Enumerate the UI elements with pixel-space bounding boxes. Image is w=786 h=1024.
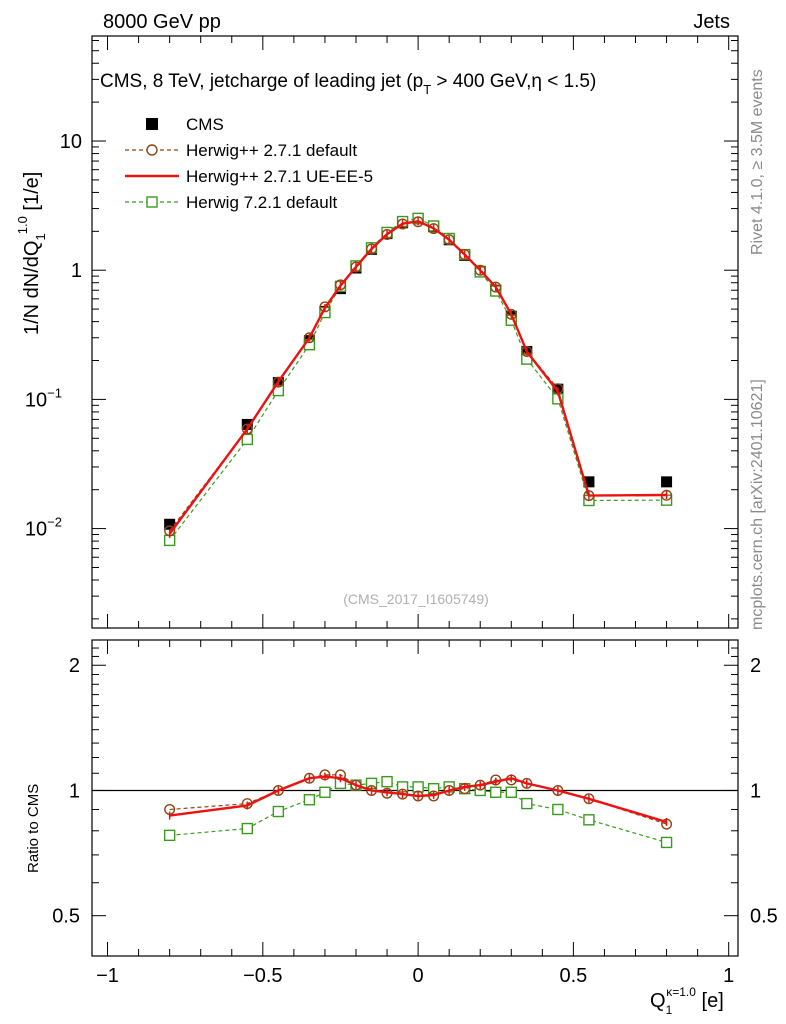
y-tick-exp: −2 [47, 515, 62, 530]
top-panel-frame [91, 35, 739, 629]
ratio-y-tick-label-right: 1 [750, 780, 761, 802]
top-point-cms [583, 476, 595, 488]
xlabel-tail: [e] [696, 990, 724, 1012]
top-point-herwig-2-7-1-default [443, 234, 455, 246]
top-point-cms [164, 518, 176, 530]
legend-marker-herwig-7-2-1-default [146, 196, 158, 208]
ratio-panel-frame [91, 639, 739, 957]
ratio-series-layer [163, 769, 673, 849]
ratio-y-tick-label: 0.5 [52, 906, 80, 928]
y-tick-exp: −1 [47, 385, 62, 400]
top-series-layer [163, 212, 673, 547]
category-label: Jets [693, 11, 730, 33]
top-axes: 10−2 10−1 1 10 [25, 36, 738, 956]
energy-label: 8000 GeV pp [103, 11, 221, 33]
title-subscript: T [423, 82, 431, 97]
top-point-herwig-2-7-1-default [303, 332, 315, 344]
x-tick-label: −0.5 [243, 965, 282, 987]
legend: CMS Herwig++ 2.7.1 default Herwig++ 2.7.1 … [125, 115, 373, 212]
ratio-point-herwig-7-2-1-default [163, 829, 176, 842]
title-rest: > 400 GeV,η < 1.5) [431, 71, 596, 92]
ratio-point-herwig-7-2-1-default [381, 775, 393, 788]
top-point-herwig-2-7-1-default [350, 261, 362, 273]
y-tick-label: 1 [71, 260, 82, 282]
mcplots-label: mcplots.cern.ch [arXiv:2401.10621] [749, 379, 766, 630]
xlabel-sub: 1 [666, 1003, 673, 1017]
ratio-y-tick-label: 1 [69, 780, 80, 802]
legend-label-herwig-2-7-1-ue-ee-5: Herwig++ 2.7.1 UE-EE-5 [186, 167, 373, 186]
top-point-herwig-2-7-1-default [428, 223, 440, 235]
x-tick-label: 0.5 [559, 965, 587, 987]
top-point-herwig-2-7-1-default [381, 228, 393, 240]
ylabel-tail: [1/e] [21, 172, 43, 216]
x-axis-label: Q1κ=1.0 [e] [650, 985, 724, 1017]
ratio-point-herwig-7-2-1-default [552, 803, 564, 816]
ratio-y-tick-label: 2 [69, 655, 80, 677]
ratio-point-herwig-7-2-1-default [319, 786, 331, 798]
ratio-point-herwig-7-2-1-default [412, 781, 424, 793]
x-tick-label: −1 [96, 965, 119, 987]
ratio-point-herwig-7-2-1-default [583, 814, 595, 826]
top-line-herwig-7-2-1-default [169, 217, 667, 541]
ratio-y-tick-label-right: 2 [750, 655, 761, 677]
ratio-axes: −1 −0.5 0 0.5 1 0.5 0.5 1 1 2 2 [52, 639, 778, 987]
ratio-point-herwig-2-7-1-default [583, 793, 595, 805]
y-axis-label: 1/N dN/dQ11.0 [1/e] [15, 172, 48, 335]
ylabel-sub: 1 [33, 234, 48, 241]
top-point-herwig-7-2-1-default [241, 433, 253, 446]
ratio-point-herwig-7-2-1-default [660, 836, 673, 849]
ratio-point-herwig-7-2-1-default [490, 786, 502, 798]
xlabel-sup: κ=1.0 [666, 985, 696, 999]
rivet-label: Rivet 4.1.0, ≥ 3.5M events [749, 69, 766, 255]
top-point-herwig-2-7-1-default [505, 308, 517, 320]
x-tick-label: 0 [413, 965, 424, 987]
top-point-herwig-2-7-1-default [272, 376, 284, 388]
ratio-point-herwig-2-7-1-default [350, 779, 362, 791]
ratio-y-tick-label-right: 0.5 [750, 906, 778, 928]
top-point-herwig-2-7-1-default [474, 264, 486, 276]
y-tick-label: 10−1 [25, 385, 62, 411]
top-point-herwig-2-7-1-default [241, 423, 253, 435]
top-point-herwig-2-7-1-default [521, 345, 533, 357]
ratio-point-herwig-7-2-1-default [303, 794, 316, 806]
ratio-y-axis-label: Ratio to CMS [25, 784, 42, 873]
analysis-watermark: (CMS_2017_I1605749) [343, 591, 489, 607]
top-point-cms [661, 476, 673, 488]
ylabel-sup: 1.0 [15, 216, 30, 234]
top-point-herwig-2-7-1-default [490, 281, 502, 293]
ratio-point-herwig-7-2-1-default [521, 797, 533, 810]
legend-label-cms: CMS [186, 115, 224, 134]
y-tick-label: 10−2 [25, 515, 62, 541]
x-tick-label: 1 [723, 965, 734, 987]
legend-label-herwig-7-2-1-default: Herwig 7.2.1 default [186, 193, 337, 212]
ratio-point-herwig-7-2-1-default [241, 822, 253, 835]
y-tick-label: 10 [60, 131, 82, 153]
plot-title: CMS, 8 TeV, jetcharge of leading jet (pT… [100, 71, 596, 97]
top-point-herwig-2-7-1-default [334, 279, 346, 291]
top-point-herwig-2-7-1-default [459, 249, 471, 261]
legend-marker-herwig-2-7-1-default [146, 144, 158, 156]
ratio-point-herwig-2-7-1-default [272, 784, 284, 796]
ratio-point-herwig-7-2-1-default [505, 786, 517, 798]
ratio-point-herwig-7-2-1-default [272, 805, 285, 818]
top-point-herwig-2-7-1-default [366, 243, 378, 255]
legend-marker-cms [146, 118, 158, 130]
legend-label-herwig-2-7-1-default: Herwig++ 2.7.1 default [186, 141, 357, 160]
